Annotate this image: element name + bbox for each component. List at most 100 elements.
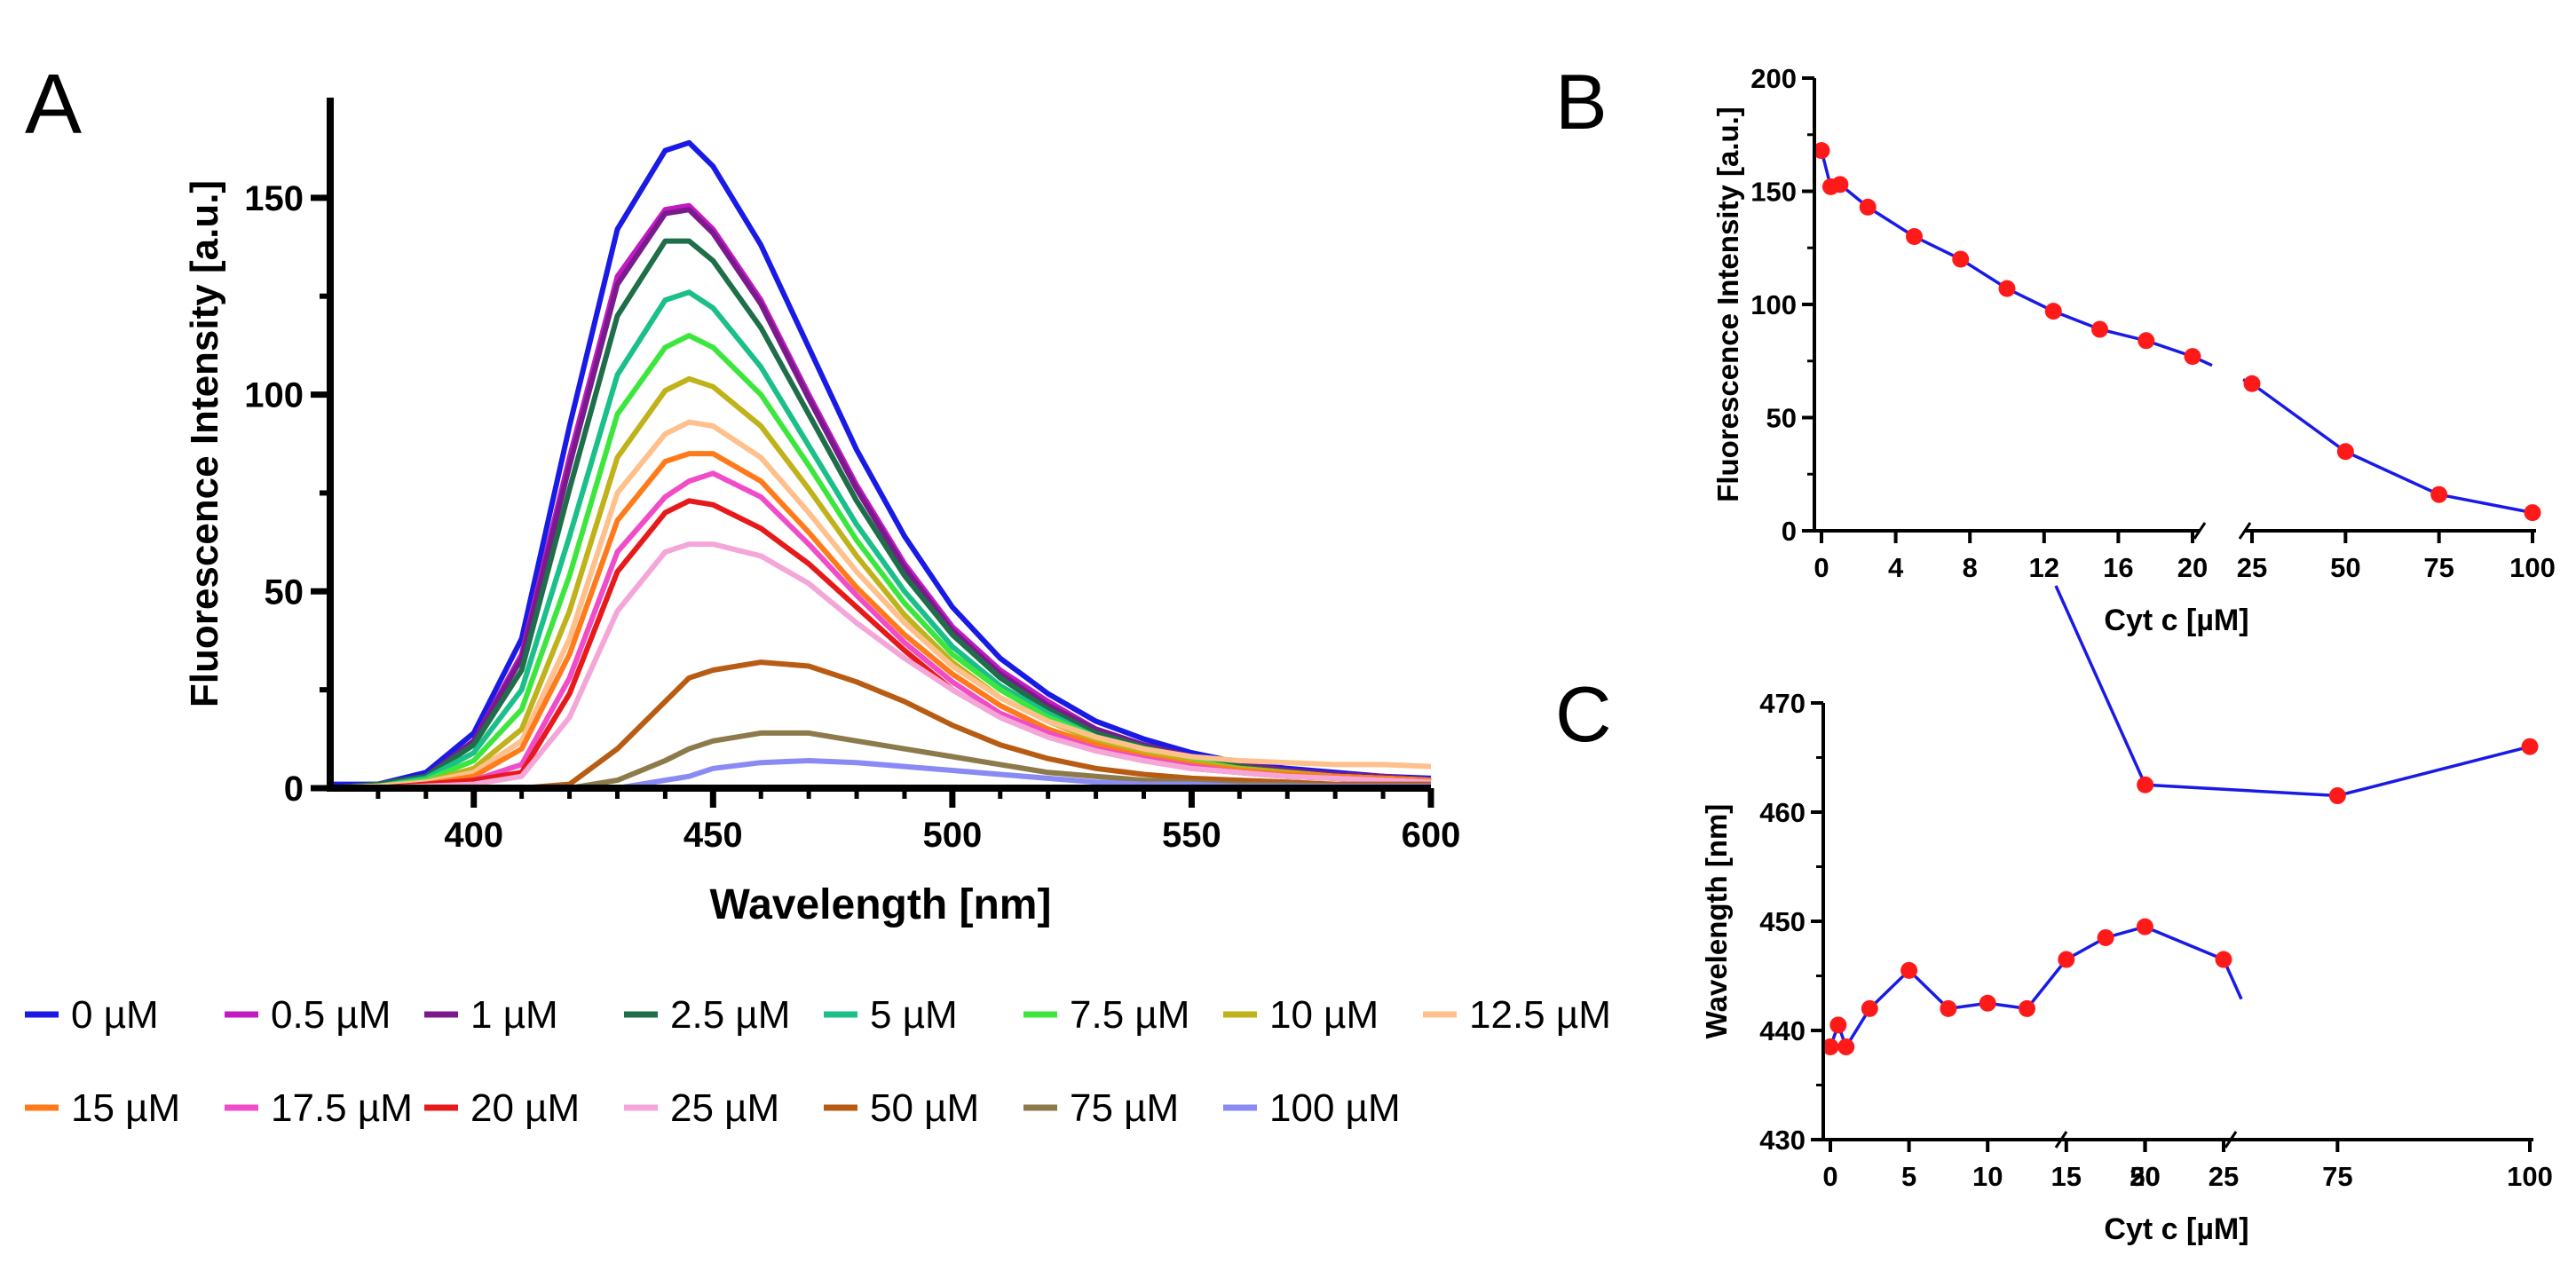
c-tick-label-x-1-0: 50 [2130, 1161, 2160, 1192]
tick-label-a-y-1: 50 [265, 572, 304, 612]
c-point-14 [2521, 738, 2539, 755]
b-point-14 [2524, 504, 2541, 522]
c-tick-label-y-1: 440 [1759, 1015, 1806, 1046]
legend-label-0-7: 12.5 µM [1469, 993, 1611, 1037]
c-tick-label-y-4: 470 [1759, 688, 1806, 719]
c-point-1 [1829, 1016, 1847, 1034]
c-tick-label-x-0-0: 0 [1822, 1161, 1837, 1192]
c-point-3 [1861, 999, 1878, 1017]
b-tick-label-y-3: 150 [1750, 177, 1797, 208]
b-tick-label-y-2: 100 [1750, 289, 1797, 320]
legend-label-1-2: 20 µM [470, 1086, 580, 1130]
c-point-9 [2097, 928, 2114, 946]
tick-label-a-y-3: 150 [244, 179, 304, 218]
b-tick-label-x-0-2: 8 [1963, 552, 1978, 583]
c-point-13 [2328, 787, 2346, 805]
c-tick-label-y-0: 430 [1759, 1125, 1806, 1156]
b-axis-title-x: Cyt c [µM] [2104, 604, 2248, 637]
spectrum-line-7 [329, 419, 1432, 791]
b-tick-label-y-0: 0 [1782, 516, 1797, 547]
b-point-5 [1952, 250, 1970, 268]
c-tick-label-x-1-1: 75 [2322, 1161, 2352, 1192]
b-point-12 [2336, 443, 2354, 461]
c-tick-label-x-0-2: 10 [1972, 1161, 2003, 1192]
b-tick-label-y-1: 50 [1766, 403, 1797, 434]
b-point-10 [2184, 348, 2201, 366]
spectrum-line-2 [329, 207, 1432, 791]
b-tick-label-x-0-1: 4 [1888, 552, 1904, 583]
b-tick-label-x-1-0: 25 [2237, 552, 2267, 583]
c-axis-break-mark-0 [2224, 1131, 2238, 1149]
legend-label-1-3: 25 µM [670, 1086, 779, 1130]
c-axis-break-mark-1 [2054, 1131, 2068, 1149]
c-point-0 [1821, 1038, 1839, 1055]
c-point-11 [2215, 951, 2232, 968]
axis-title-a-y: Fluorescence Intensity [a.u.] [183, 180, 226, 707]
b-axis-break-mark-1 [2238, 522, 2252, 540]
c-point-5 [1940, 999, 1957, 1017]
b-tick-label-x-0-5: 20 [2177, 552, 2208, 583]
c-line-break-stub-right [2054, 585, 2147, 785]
spectrum-line-11 [330, 541, 1432, 791]
b-point-4 [1906, 228, 1923, 245]
panel-a-legend: 0 µM 0.5 µM 1 µM 2.5 µM 5 µM 7.5 µM 10 µM 12.5 … [25, 993, 1611, 1130]
panel-c-label: C [1555, 670, 1612, 758]
tick-label-a-y-2: 100 [244, 376, 304, 415]
c-tick-label-y-3: 460 [1759, 797, 1806, 828]
legend-label-1-6: 100 µM [1269, 1086, 1401, 1130]
panel-a-label: A [25, 57, 82, 152]
panel-b-chart: 0 50 100 150 200 0 4 8 12 16 20 25 50 75 100 Cyt c [µM]… [1711, 63, 2556, 637]
c-point-12 [2137, 776, 2154, 793]
tick-label-a-x-4: 600 [1402, 816, 1461, 855]
b-tick-label-x-0-3: 12 [2029, 552, 2059, 583]
tick-label-a-x-2: 500 [922, 816, 982, 855]
legend-label-0-2: 1 µM [470, 993, 558, 1037]
b-point-7 [2044, 303, 2062, 320]
b-point-2 [1831, 176, 1849, 193]
tick-label-a-x-1: 450 [684, 816, 743, 855]
b-axis-title-y: Fluorescence Intensity [a.u.] [1711, 107, 1744, 502]
c-tick-label-x-0-3: 15 [2051, 1161, 2082, 1192]
legend-label-0-0: 0 µM [71, 993, 159, 1037]
legend-label-0-3: 2.5 µM [670, 993, 790, 1037]
b-point-9 [2137, 332, 2155, 350]
c-point-6 [1979, 994, 1996, 1012]
axis-title-a-x: Wavelength [nm] [710, 881, 1052, 928]
b-tick-label-x-1-3: 100 [2509, 552, 2556, 583]
b-axis-break-mark-0 [2193, 522, 2207, 540]
c-tick-label-y-2: 450 [1759, 906, 1806, 937]
b-line-seg-1 [2250, 382, 2533, 515]
c-point-2 [1837, 1038, 1855, 1055]
c-point-4 [1900, 961, 1918, 979]
c-line-seg-0 [1829, 925, 2224, 1051]
panel-c-chart: 430 440 450 460 470 0 5 10 15 20 25 50 75 100 Cyt c [µ… [1700, 585, 2553, 1246]
b-point-6 [1998, 280, 2016, 297]
b-point-11 [2243, 375, 2261, 392]
c-tick-label-x-0-4: 20 [2130, 1161, 2160, 1192]
c-axis-title-y: Wavelength [nm] [1700, 804, 1733, 1039]
b-tick-label-x-1-2: 75 [2423, 552, 2454, 583]
b-tick-label-y-4: 200 [1750, 63, 1797, 94]
tick-label-a-x-0: 400 [444, 816, 503, 855]
legend-label-1-1: 17.5 µM [271, 1086, 413, 1130]
spectrum-line-0 [330, 139, 1432, 787]
tick-label-a-y-0: 0 [284, 770, 304, 809]
c-tick-label-x-1-2: 100 [2507, 1161, 2553, 1192]
legend-label-0-6: 10 µM [1269, 993, 1379, 1037]
b-tick-label-x-0-4: 16 [2103, 552, 2133, 583]
legend-label-0-1: 0.5 µM [271, 993, 391, 1037]
b-point-13 [2430, 485, 2448, 503]
panel-a-chart: 0 50 100 150 400 450 500 550 600 Wavelength [nm] F… [183, 98, 1460, 928]
legend-label-1-0: 15 µM [71, 1086, 180, 1130]
c-tick-label-x-0-5: 25 [2209, 1161, 2239, 1192]
b-tick-label-x-0-0: 0 [1813, 552, 1829, 583]
b-line-seg-0 [1820, 150, 2193, 359]
b-point-8 [2091, 320, 2108, 338]
c-point-8 [2058, 951, 2075, 968]
c-point-10 [2136, 918, 2153, 935]
c-axis-title-x: Cyt c [µM] [2104, 1212, 2248, 1246]
legend-label-0-4: 5 µM [870, 993, 958, 1037]
b-point-3 [1859, 198, 1877, 216]
c-point-7 [2019, 999, 2035, 1017]
